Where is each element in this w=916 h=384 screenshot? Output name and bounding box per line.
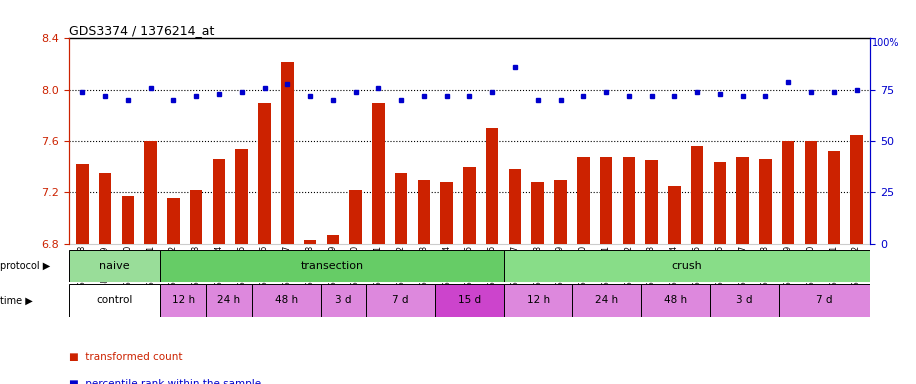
Text: 15 d: 15 d <box>458 295 481 306</box>
Bar <box>145 141 157 244</box>
Bar <box>486 128 498 244</box>
Bar <box>441 182 453 244</box>
Text: 24 h: 24 h <box>217 295 241 306</box>
Bar <box>99 173 112 244</box>
Text: 24 h: 24 h <box>595 295 618 306</box>
Text: ■  percentile rank within the sample: ■ percentile rank within the sample <box>69 379 261 384</box>
Text: 12 h: 12 h <box>171 295 195 306</box>
Bar <box>327 235 339 244</box>
Text: transection: transection <box>300 261 364 271</box>
Bar <box>235 149 248 244</box>
Text: 12 h: 12 h <box>527 295 550 306</box>
Bar <box>504 284 572 317</box>
Bar <box>190 190 202 244</box>
Bar <box>395 173 408 244</box>
Bar <box>714 162 726 244</box>
Text: naive: naive <box>99 261 130 271</box>
Text: 3 d: 3 d <box>335 295 352 306</box>
Text: crush: crush <box>671 261 703 271</box>
Bar <box>258 103 271 244</box>
Text: 7 d: 7 d <box>392 295 409 306</box>
Text: GDS3374 / 1376214_at: GDS3374 / 1376214_at <box>69 24 214 37</box>
Text: 48 h: 48 h <box>664 295 687 306</box>
Text: 100%: 100% <box>872 38 900 48</box>
Bar <box>372 103 385 244</box>
Bar <box>736 157 749 244</box>
Bar <box>646 161 658 244</box>
Bar <box>504 250 870 282</box>
Bar <box>76 164 89 244</box>
Bar <box>572 284 641 317</box>
Bar <box>435 284 504 317</box>
Bar <box>623 157 635 244</box>
Bar <box>668 186 681 244</box>
Bar <box>366 284 435 317</box>
Bar <box>779 284 870 317</box>
Text: 48 h: 48 h <box>275 295 298 306</box>
Bar <box>759 159 771 244</box>
Bar <box>554 180 567 244</box>
Bar <box>206 284 252 317</box>
Bar <box>418 180 431 244</box>
Bar <box>577 157 590 244</box>
Bar <box>463 167 475 244</box>
Bar <box>252 284 321 317</box>
Bar <box>168 198 180 244</box>
Bar <box>827 151 840 244</box>
Bar <box>850 135 863 244</box>
Text: time ▶: time ▶ <box>0 295 33 306</box>
Bar <box>213 159 225 244</box>
Bar <box>805 141 817 244</box>
Bar <box>321 284 366 317</box>
Text: 3 d: 3 d <box>736 295 753 306</box>
Bar <box>160 250 504 282</box>
Bar <box>782 141 794 244</box>
Bar <box>641 284 710 317</box>
Bar <box>531 182 544 244</box>
Bar <box>69 250 160 282</box>
Text: control: control <box>96 295 133 306</box>
Bar <box>304 240 316 244</box>
Bar <box>122 196 134 244</box>
Bar <box>160 284 206 317</box>
Bar <box>349 190 362 244</box>
Text: ■  transformed count: ■ transformed count <box>69 352 182 362</box>
Bar <box>710 284 779 317</box>
Bar <box>281 61 293 244</box>
Text: 7 d: 7 d <box>816 295 833 306</box>
Bar <box>691 146 703 244</box>
Text: protocol ▶: protocol ▶ <box>0 261 50 271</box>
Bar <box>508 169 521 244</box>
Bar <box>69 284 160 317</box>
Bar <box>600 157 612 244</box>
